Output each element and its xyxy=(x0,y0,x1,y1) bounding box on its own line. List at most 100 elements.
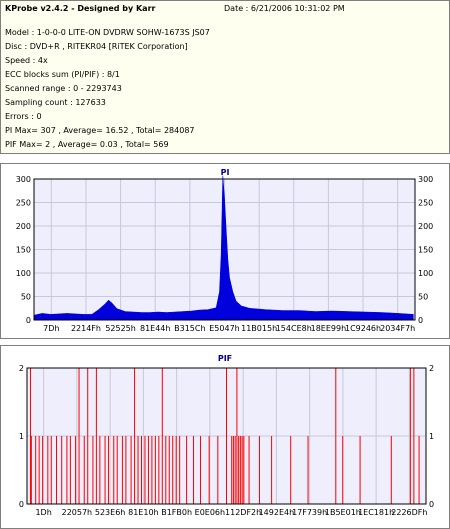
pif-bar xyxy=(69,436,71,504)
y-tick-label-right: 100 xyxy=(418,269,433,278)
pif-bar xyxy=(161,368,163,504)
pif-chart-title: PIF xyxy=(218,354,232,363)
pif-bar xyxy=(75,436,77,504)
pif-bar xyxy=(154,436,156,504)
pif-bar xyxy=(232,436,234,504)
pi-chart-panel: PI 300 300 250 250 200 200 150 150 100 100 50 50 0 0 7… xyxy=(0,163,450,339)
x-tick-label: 81E44h xyxy=(140,324,170,333)
pif-bar xyxy=(307,436,309,504)
pif-bar xyxy=(147,436,149,504)
plot-frame xyxy=(26,367,427,505)
y-tick-label-left: 0 xyxy=(26,316,31,325)
pif-bar xyxy=(390,436,392,504)
y-tick-label-left: 1 xyxy=(19,432,24,441)
info-line-disc: Disc : DVD+R , RITEKR04 [RiTEK Corporati… xyxy=(5,42,188,51)
y-tick-label-right: 150 xyxy=(418,246,433,255)
pif-bar xyxy=(134,368,136,504)
pif-bar xyxy=(92,436,94,504)
x-tick-label: 2226DFh xyxy=(391,508,427,517)
x-tick-label: B1FB0h xyxy=(161,508,192,517)
pif-bar xyxy=(47,436,49,504)
pif-bar xyxy=(258,436,260,504)
pif-bar xyxy=(335,368,337,504)
y-tick-label-right: 300 xyxy=(418,175,433,184)
pif-bar xyxy=(179,436,181,504)
pif-bar xyxy=(83,436,85,504)
pif-bar xyxy=(226,368,227,504)
x-tick-label: 112DF2h xyxy=(225,508,261,517)
info-line-sampling: Sampling count : 127633 xyxy=(5,98,106,107)
app-title: KProbe v2.4.2 - Designed by Karr xyxy=(5,4,156,13)
x-tick-label: 81E10h xyxy=(128,508,158,517)
y-tick-label-left: 2 xyxy=(19,364,24,373)
pif-bar xyxy=(137,436,139,504)
pif-bar xyxy=(165,436,167,504)
pif-bar xyxy=(50,436,52,504)
pif-bar xyxy=(29,368,31,504)
x-tick-label: 1EC181h xyxy=(358,508,394,517)
pif-bar xyxy=(95,368,97,504)
y-tick-label-left: 250 xyxy=(16,199,31,208)
pif-bar xyxy=(30,436,32,504)
pif-bar xyxy=(217,436,219,504)
y-tick-label-right: 50 xyxy=(418,293,428,302)
pif-bar xyxy=(35,436,37,504)
pif-bar xyxy=(87,368,89,504)
pif-bar xyxy=(121,436,123,504)
pi-chart-title: PI xyxy=(221,168,230,177)
pif-bar xyxy=(125,436,127,504)
x-tick-label: 1492E4h xyxy=(259,508,295,517)
pif-bar xyxy=(61,436,63,504)
pif-bar xyxy=(140,436,142,504)
info-line-pi-stats: PI Max= 307 , Average= 16.52 , Total= 28… xyxy=(5,126,195,135)
x-tick-label: 22057h xyxy=(62,508,93,517)
x-tick-label: 7Dh xyxy=(43,324,59,333)
x-tick-label: B315Ch xyxy=(174,324,205,333)
pif-bar xyxy=(290,436,292,504)
pif-bar xyxy=(158,436,160,504)
pif-bar xyxy=(172,436,174,504)
pif-bar xyxy=(241,436,243,504)
x-tick-label: 523E6h xyxy=(95,508,125,517)
pif-bar xyxy=(175,436,177,504)
x-tick-label: 1C9246h xyxy=(345,324,381,333)
y-tick-label-right: 0 xyxy=(418,316,423,325)
info-line-ecc: ECC blocks sum (PI/PIF) : 8/1 xyxy=(5,70,120,79)
x-tick-label: 2034F7h xyxy=(380,324,415,333)
pif-bar xyxy=(413,368,415,504)
info-panel: KProbe v2.4.2 - Designed by Karr Date : … xyxy=(0,0,450,154)
pif-bar xyxy=(104,436,106,504)
pif-chart: PIF 2 2 1 1 0 0 1Dh 22057h 523E6h 81E10h B1FB0h E0E… xyxy=(19,354,434,517)
pif-bar xyxy=(239,436,241,504)
pif-bar xyxy=(342,436,344,504)
y-tick-label-left: 50 xyxy=(21,293,31,302)
pif-bar xyxy=(55,436,57,504)
info-line-range: Scanned range : 0 - 2293743 xyxy=(5,84,122,93)
pif-bar xyxy=(271,436,273,504)
y-tick-label-left: 150 xyxy=(16,246,31,255)
pif-bar xyxy=(151,436,153,504)
x-tick-label: 11B015h xyxy=(241,324,277,333)
y-tick-label-right: 200 xyxy=(418,222,433,231)
info-line-pif-stats: PIF Max= 2 , Average= 0.03 , Total= 569 xyxy=(5,140,169,149)
pif-bar xyxy=(409,368,411,504)
info-line-model: Model : 1-0-0-0 LITE-ON DVDRW SOHW-1673S… xyxy=(5,28,210,37)
y-tick-label-left: 100 xyxy=(16,269,31,278)
pif-bar xyxy=(418,436,420,504)
pif-bar xyxy=(99,436,101,504)
pif-bar xyxy=(199,436,201,504)
pif-bar xyxy=(144,436,146,504)
pif-bar xyxy=(130,436,132,504)
pif-bar xyxy=(186,436,188,504)
pif-bar xyxy=(236,368,238,504)
y-tick-label-right: 2 xyxy=(429,364,434,373)
pif-bar xyxy=(116,436,118,504)
pif-bar xyxy=(238,436,240,504)
y-tick-label-left: 0 xyxy=(19,500,24,509)
pi-chart: PI 300 300 250 250 200 200 150 150 100 100 50 50 0 0 7… xyxy=(16,168,434,333)
pif-bar xyxy=(168,436,170,504)
x-tick-label: 154CE8h xyxy=(276,324,312,333)
x-tick-label: 17F739h xyxy=(292,508,327,517)
y-tick-label-right: 0 xyxy=(429,500,434,509)
pif-bar xyxy=(234,436,236,504)
